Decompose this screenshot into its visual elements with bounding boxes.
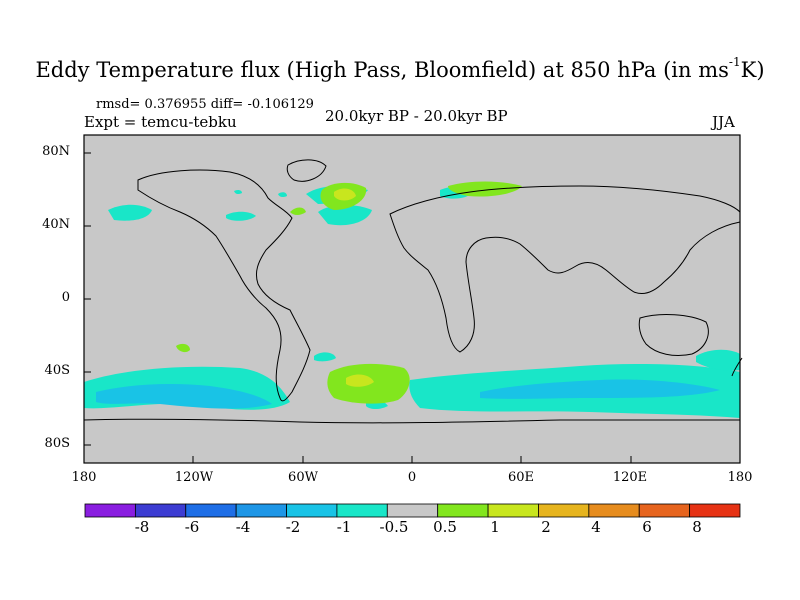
y-tick-label: 40N (42, 217, 70, 232)
colorbar-label: 8 (692, 518, 702, 536)
colorbar-box (235, 503, 287, 518)
colorbar-label: 2 (541, 518, 551, 536)
positive-anomaly-cores (334, 188, 374, 387)
period-label: 20.0kyr BP - 20.0kyr BP (325, 107, 508, 125)
axis-ticks (83, 152, 741, 463)
colorbar-label: -6 (184, 518, 200, 536)
colorbar-box (538, 503, 590, 518)
colorbar-box (185, 503, 237, 518)
colorbar-box (487, 503, 539, 518)
y-tick-label: 80S (44, 436, 70, 451)
colorbar-label: -2 (285, 518, 301, 536)
map-background (84, 135, 740, 463)
x-tick-label: 180 (71, 470, 97, 485)
colorbar-label: -1 (336, 518, 352, 536)
colorbar-label: -0.5 (379, 518, 409, 536)
x-tick-label: 60E (507, 470, 535, 485)
season-label: JJA (712, 113, 735, 131)
colorbar-box (437, 503, 489, 518)
y-tick-label: 40S (44, 363, 70, 378)
x-tick-label: 60W (288, 470, 318, 485)
colorbar-box (588, 503, 640, 518)
colorbar-box (286, 503, 338, 518)
colorbar-label: 6 (642, 518, 652, 536)
plot-title: Eddy Temperature flux (High Pass, Bloomf… (35, 55, 765, 82)
negative-anomaly-cores (96, 379, 720, 409)
colorbar-label: -4 (235, 518, 251, 536)
stats-text: rmsd= 0.376955 diff= -0.106129 (96, 97, 314, 112)
x-tick-label: 120W (174, 470, 214, 485)
colorbar (84, 503, 741, 518)
colorbar-box (689, 503, 741, 518)
colorbar-label: -8 (134, 518, 150, 536)
colorbar-box (386, 503, 439, 518)
experiment-label: Expt = temcu-tebku (84, 113, 237, 131)
x-tick-label: 120E (612, 470, 648, 485)
colorbar-box (134, 503, 187, 518)
colorbar-label: 1 (490, 518, 500, 536)
x-tick-label: 0 (407, 470, 417, 485)
colorbar-box (84, 503, 136, 518)
y-tick-label: 0 (61, 290, 70, 305)
colorbar-box (638, 503, 691, 518)
y-tick-label: 80N (42, 144, 70, 159)
x-tick-label: 180 (727, 470, 753, 485)
coastlines (83, 159, 743, 424)
colorbar-box (336, 503, 388, 518)
colorbar-label: 4 (591, 518, 601, 536)
colorbar-label: 0.5 (433, 518, 457, 536)
